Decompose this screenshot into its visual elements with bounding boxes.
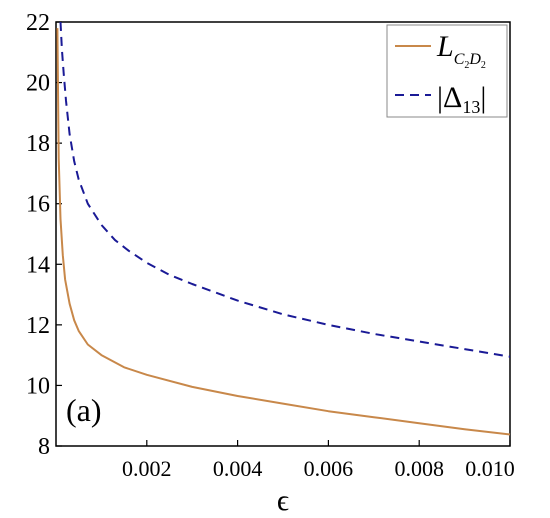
y-tick-label: 10 bbox=[26, 373, 50, 399]
x-tick-label: 0.008 bbox=[394, 456, 444, 481]
y-tick-label: 18 bbox=[26, 131, 50, 157]
legend-l-sub-d: D bbox=[468, 51, 481, 68]
panel-label: (a) bbox=[66, 392, 102, 428]
y-tick-label: 22 bbox=[26, 10, 50, 36]
y-tick-label: 8 bbox=[38, 434, 50, 460]
legend-box bbox=[386, 24, 508, 118]
series-group bbox=[56, 21, 511, 436]
y-tick-label: 20 bbox=[26, 71, 50, 97]
series-line-delta13 bbox=[59, 21, 511, 358]
legend-label-l-c2d2: LC2D2 bbox=[436, 30, 486, 71]
x-tick-label: 0.010 bbox=[465, 456, 515, 481]
y-axis-ticks: 8 10 12 14 16 18 20 22 bbox=[26, 10, 62, 460]
legend-delta-end: | bbox=[480, 81, 486, 114]
legend-l-sub-c-index: 2 bbox=[464, 60, 469, 71]
x-axis-ticks: 0.002 0.004 0.006 0.008 0.010 bbox=[122, 440, 515, 481]
legend-delta-main: |Δ bbox=[437, 81, 462, 114]
legend-l-sub-c: C bbox=[454, 51, 465, 68]
x-axis-label: ϵ bbox=[277, 484, 289, 517]
x-tick-label: 0.006 bbox=[304, 456, 354, 481]
legend-label-delta13: |Δ13| bbox=[437, 81, 486, 117]
series-line-l-c2d2 bbox=[56, 28, 511, 436]
plot-frame bbox=[55, 21, 511, 447]
legend: LC2D2 |Δ13| bbox=[386, 24, 508, 118]
legend-l-main: L bbox=[436, 30, 454, 63]
y-tick-label: 14 bbox=[26, 252, 50, 278]
y-tick-label: 16 bbox=[26, 192, 50, 218]
legend-delta-sub: 13 bbox=[462, 97, 480, 117]
x-tick-label: 0.004 bbox=[213, 456, 263, 481]
legend-l-sub-d-index: 2 bbox=[481, 60, 486, 71]
x-tick-label: 0.002 bbox=[122, 456, 172, 481]
y-tick-label: 12 bbox=[26, 313, 50, 339]
